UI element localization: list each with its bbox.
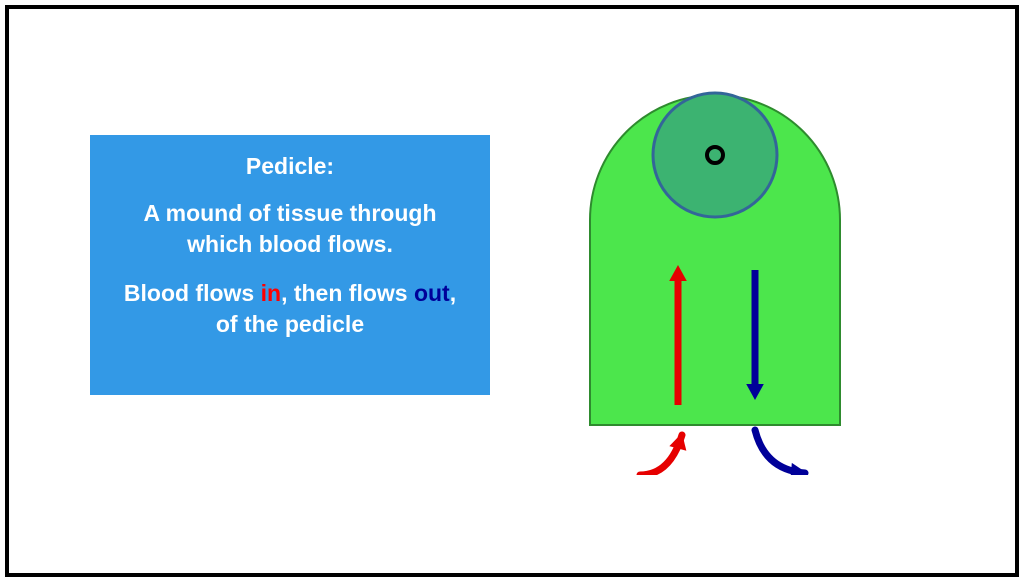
textbox-paragraph-2: Blood flows in, then flows out, of the p… [110,278,470,340]
word-in: in [261,280,281,306]
definition-textbox: Pedicle: A mound of tissue through which… [90,135,490,395]
pedicle-diagram [560,45,870,475]
textbox-paragraph-1: A mound of tissue through which blood fl… [110,198,470,260]
word-out: out [414,280,450,306]
textbox-title: Pedicle: [110,153,470,180]
p2-prefix: Blood flows [124,280,261,306]
p2-mid: , then flows [281,280,414,306]
